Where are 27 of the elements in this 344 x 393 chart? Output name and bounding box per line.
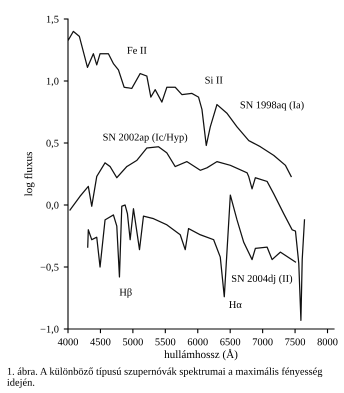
annotation: Hβ	[120, 288, 132, 298]
annotation: SN 2004dj (II)	[232, 274, 292, 284]
x-tick-label: 6500	[220, 338, 240, 346]
x-tick-label: 6000	[188, 338, 208, 346]
y-tick-label: 0,0	[46, 202, 59, 210]
y-tick-label: −0,5	[40, 264, 59, 272]
y-tick-label: 1,0	[46, 78, 59, 86]
y-tick-label: 1,5	[46, 16, 59, 24]
annotation: Si II	[205, 76, 223, 84]
x-tick-label: 5000	[123, 338, 143, 346]
annotation: SN 1998aq (Ia)	[240, 101, 304, 111]
y-tick-label: 0,5	[46, 140, 59, 148]
y-tick-label: −1,0	[40, 326, 59, 334]
x-axis-title: hullámhossz (Å)	[164, 348, 238, 360]
line-series	[69, 146, 306, 321]
x-tick-label: 5500	[156, 338, 176, 346]
x-tick-label: 7500	[285, 338, 306, 346]
x-tick-label: 4500	[90, 338, 110, 346]
annotation: Hα	[229, 301, 242, 308]
x-tick-label: 8000	[317, 338, 338, 346]
x-tick-label: 4000	[58, 338, 78, 346]
annotation: Fe II	[127, 46, 147, 54]
text: 1. ábra. A különböző típusú szupernóvák spektrumai a maximális fényesség idején.	[7, 367, 322, 388]
y-axis-title: log fluxus	[24, 152, 35, 196]
annotation: SN 2002ap (Ic/Hyp)	[103, 133, 188, 143]
line-series	[87, 194, 296, 298]
x-tick-label: 7000	[252, 338, 273, 346]
